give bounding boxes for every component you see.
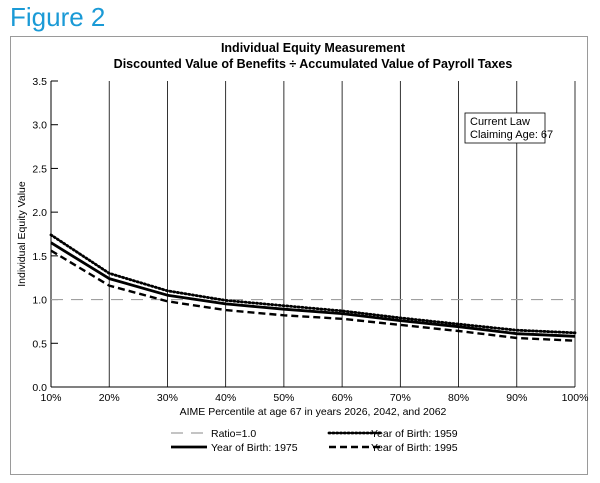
chart-frame: Individual Equity Measurement Discounted … xyxy=(10,36,588,475)
y-tick-label: 1.5 xyxy=(32,251,47,263)
figure-label: Figure 2 xyxy=(10,2,106,32)
x-tick-label: 10% xyxy=(40,392,61,404)
series-line-solid xyxy=(50,241,576,338)
legend-label: Year of Birth: 1995 xyxy=(371,442,458,454)
legend-label: Ratio=1.0 xyxy=(211,428,256,440)
y-tick-label: 2.5 xyxy=(32,163,47,175)
y-tick-label: 2.0 xyxy=(32,207,47,219)
chart: Individual Equity Measurement Discounted … xyxy=(16,41,589,454)
y-tick-label: 0.5 xyxy=(32,338,47,350)
x-tick-label: 60% xyxy=(332,392,353,404)
annotation-line2: Claiming Age: 67 xyxy=(470,129,553,141)
y-tick-label: 3.5 xyxy=(32,76,47,88)
legend-label: Year of Birth: 1959 xyxy=(371,428,458,440)
y-tick-label: 3.0 xyxy=(32,120,47,132)
y-axis-label: Individual Equity Value xyxy=(16,181,28,287)
x-tick-label: 30% xyxy=(157,392,178,404)
annotation-line1: Current Law xyxy=(470,116,530,128)
x-tick-label: 50% xyxy=(273,392,294,404)
y-tick-label: 0.0 xyxy=(32,382,47,394)
x-axis-label: AIME Percentile at age 67 in years 2026,… xyxy=(180,406,447,418)
chart-subtitle: Discounted Value of Benefits ÷ Accumulat… xyxy=(114,57,513,71)
y-tick-label: 1.0 xyxy=(32,295,47,307)
x-tick-label: 100% xyxy=(562,392,589,404)
x-tick-label: 90% xyxy=(506,392,527,404)
series-line-dotted xyxy=(49,233,577,335)
x-tick-label: 20% xyxy=(99,392,120,404)
annotation-box xyxy=(464,112,546,144)
legend-label: Year of Birth: 1975 xyxy=(211,442,298,454)
chart-title: Individual Equity Measurement xyxy=(221,41,406,55)
x-tick-label: 70% xyxy=(390,392,411,404)
x-tick-label: 80% xyxy=(448,392,469,404)
x-tick-label: 40% xyxy=(215,392,236,404)
